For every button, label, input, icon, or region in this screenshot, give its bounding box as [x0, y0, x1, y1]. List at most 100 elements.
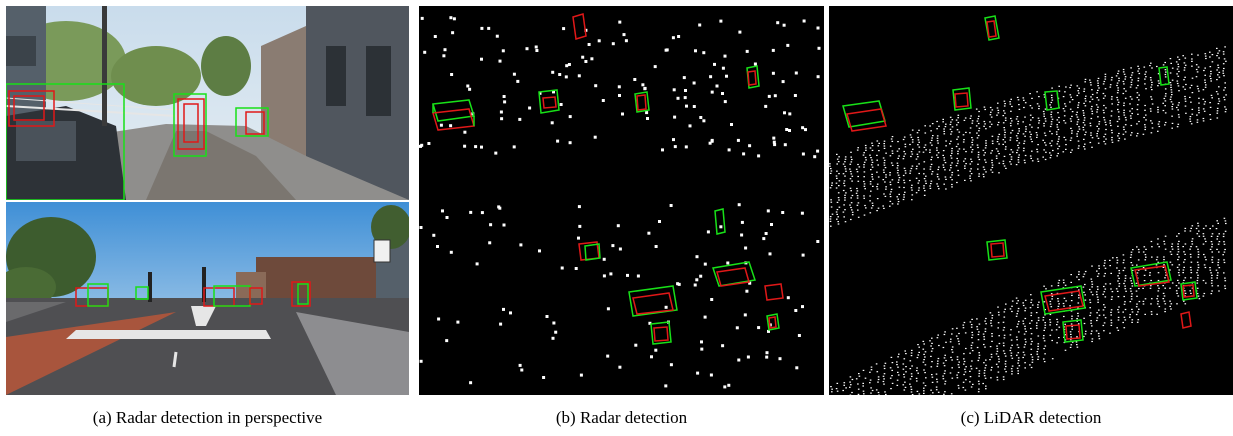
lidar-point	[903, 136, 906, 138]
lidar-point	[938, 178, 940, 180]
lidar-point	[1029, 307, 1032, 309]
lidar-point	[1022, 121, 1024, 123]
lidar-point	[1077, 315, 1079, 317]
radar-point	[463, 130, 467, 134]
lidar-point	[1011, 305, 1013, 307]
lidar-point	[1016, 367, 1019, 369]
lidar-point	[843, 180, 846, 182]
lidar-point	[844, 161, 846, 163]
lidar-point	[917, 344, 919, 346]
lidar-point	[1024, 116, 1026, 118]
lidar-point	[1077, 118, 1080, 121]
lidar-point	[1130, 67, 1132, 69]
lidar-point	[916, 367, 918, 369]
lidar-point	[956, 181, 958, 184]
lidar-point	[882, 375, 885, 377]
lidar-point	[1084, 143, 1086, 145]
lidar-point	[1065, 148, 1067, 150]
lidar-point	[951, 333, 953, 335]
lidar-point	[1050, 145, 1053, 147]
lidar-point	[910, 155, 912, 158]
lidar-point	[1218, 233, 1220, 235]
lidar-point	[1056, 133, 1058, 135]
lidar-points	[829, 46, 1227, 395]
lidar-point	[1043, 132, 1046, 134]
lidar-point	[971, 137, 973, 139]
lidar-point	[950, 131, 953, 133]
lidar-point	[1163, 256, 1165, 258]
lidar-point	[969, 163, 972, 165]
lidar-point	[896, 150, 899, 152]
lidar-point	[1110, 115, 1113, 117]
lidar-point	[1202, 295, 1205, 297]
radar-point	[677, 282, 681, 286]
lidar-point	[1197, 274, 1199, 276]
radar-point	[696, 371, 700, 375]
lidar-point	[923, 353, 925, 355]
lidar-point	[1084, 283, 1086, 286]
lidar-point	[1136, 272, 1139, 274]
lidar-point	[885, 152, 887, 154]
lidar-point	[1124, 124, 1127, 126]
lidar-point	[995, 353, 998, 355]
lidar-point	[835, 175, 838, 177]
lidar-point	[1137, 248, 1140, 251]
lidar-point	[1031, 361, 1034, 363]
lidar-point	[971, 149, 974, 151]
lidar-point	[885, 176, 887, 178]
lidar-point	[1150, 96, 1152, 98]
lidar-point	[915, 168, 918, 170]
radar-point	[578, 224, 582, 228]
lidar-point	[891, 203, 894, 205]
lidar-point	[1056, 124, 1058, 126]
lidar-point	[929, 340, 931, 342]
lidar-point	[1198, 298, 1201, 300]
lidar-point	[1183, 266, 1185, 268]
lidar-point	[1004, 308, 1006, 310]
lidar-point	[870, 207, 873, 209]
lidar-point	[883, 365, 886, 367]
lidar-point	[1056, 155, 1058, 157]
lidar-point	[937, 152, 940, 154]
lidar-point	[910, 151, 913, 153]
lidar-point	[1209, 118, 1212, 120]
lidar-point	[1191, 77, 1194, 79]
lidar-point	[1155, 264, 1158, 266]
lidar-point	[985, 359, 987, 361]
lidar-point	[936, 381, 939, 383]
lidar-point	[883, 207, 885, 209]
lidar-point	[949, 176, 952, 178]
lidar-point	[1170, 253, 1173, 255]
lidar-point	[1110, 288, 1112, 290]
lidar-point	[930, 139, 933, 141]
lidar-point	[956, 129, 959, 131]
lidar-point	[1017, 362, 1019, 364]
lidar-point	[877, 145, 880, 147]
lidar-point	[1203, 69, 1205, 72]
lidar-point	[1211, 243, 1213, 245]
lidar-point	[956, 138, 958, 140]
lidar-point	[1131, 282, 1133, 284]
lidar-point	[1058, 279, 1061, 281]
lidar-point	[944, 162, 947, 164]
lidar-point	[1151, 298, 1153, 300]
lidar-point	[1069, 94, 1072, 96]
lidar-point	[1178, 102, 1180, 104]
lidar-point	[1157, 290, 1160, 292]
lidar-point	[1171, 248, 1174, 250]
lidar-point	[1217, 243, 1220, 245]
radar-point	[502, 223, 506, 227]
lidar-point	[1078, 102, 1080, 104]
lidar-point	[851, 158, 853, 161]
lidar-point	[856, 190, 859, 192]
lidar-point	[1191, 108, 1194, 110]
lidar-point	[1122, 92, 1125, 95]
lidar-point	[872, 178, 874, 180]
radar-point	[748, 144, 752, 148]
lidar-point	[971, 141, 973, 143]
lidar-point	[950, 338, 952, 340]
lidar-point	[942, 154, 944, 156]
lidar-box-3	[952, 87, 972, 111]
lidar-point	[1058, 326, 1061, 328]
lidar-point	[924, 132, 927, 134]
